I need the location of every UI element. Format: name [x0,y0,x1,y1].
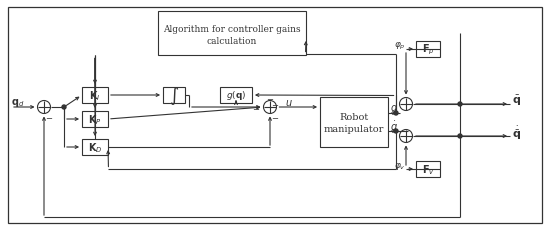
Text: Robot: Robot [339,113,369,122]
Text: $-$: $-$ [266,94,274,102]
Text: $-$: $-$ [271,100,279,108]
Bar [220,88,252,103]
Text: $q$: $q$ [390,103,398,115]
Text: $\mathbf{q}_d$: $\mathbf{q}_d$ [11,97,24,109]
Text: Algorithm for controller gains: Algorithm for controller gains [163,24,301,33]
Text: $-$: $-$ [271,113,279,121]
Text: $\dot{q}$: $\dot{q}$ [390,119,398,134]
Bar [416,42,440,58]
Text: $-$: $-$ [252,103,261,112]
Text: $u$: $u$ [284,97,292,108]
Text: $-$: $-$ [45,113,53,121]
Circle shape [394,112,398,116]
Bar [82,139,108,155]
Bar [320,97,388,147]
Circle shape [394,129,398,134]
Text: $\mathbf{K}_D$: $\mathbf{K}_D$ [88,140,102,154]
Text: $\dot{\bar{\mathbf{q}}}$: $\dot{\bar{\mathbf{q}}}$ [512,124,521,141]
Circle shape [62,106,66,109]
Bar [416,161,440,177]
Text: $\varphi_p$: $\varphi_p$ [394,40,406,51]
Circle shape [458,134,462,138]
Circle shape [458,103,462,106]
Text: $\bar{\mathbf{q}}$: $\bar{\mathbf{q}}$ [512,94,521,108]
Text: $\int$: $\int$ [169,85,179,106]
Text: calculation: calculation [207,36,257,45]
Text: $\mathbf{F}_p$: $\mathbf{F}_p$ [422,43,435,57]
Bar [82,88,108,103]
Text: $\varphi_v$: $\varphi_v$ [394,160,406,171]
Text: $\mathbf{K}_I$: $\mathbf{K}_I$ [89,89,101,103]
Text: manipulator: manipulator [324,125,384,134]
Text: $g(\mathbf{q})$: $g(\mathbf{q})$ [226,89,246,102]
Text: $\mathbf{K}_P$: $\mathbf{K}_P$ [88,112,102,126]
Text: $\mathbf{F}_v$: $\mathbf{F}_v$ [422,162,435,176]
Bar [82,112,108,128]
Bar [163,88,185,103]
Bar [158,12,306,56]
